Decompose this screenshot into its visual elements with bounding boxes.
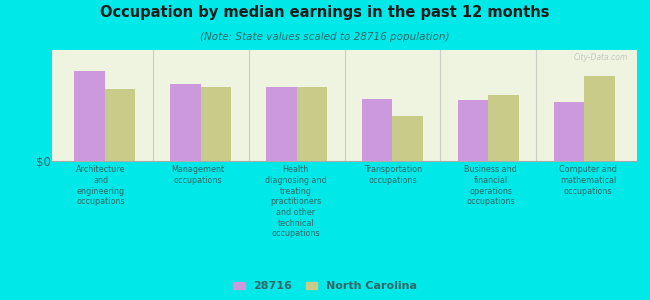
Bar: [458, 100, 488, 160]
Bar: [74, 70, 105, 160]
Bar: [105, 88, 135, 160]
Bar: [201, 86, 231, 160]
Text: Occupation by median earnings in the past 12 months: Occupation by median earnings in the pas…: [100, 4, 550, 20]
Text: Architecture
and
engineering
occupations: Architecture and engineering occupations: [76, 165, 125, 206]
Bar: [170, 84, 201, 160]
Bar: [266, 86, 296, 160]
Bar: [296, 86, 327, 160]
Text: Health
diagnosing and
treating
practitioners
and other
technical
occupations: Health diagnosing and treating practitio…: [265, 165, 326, 238]
Bar: [393, 116, 423, 160]
Bar: [554, 102, 584, 160]
Text: Business and
financial
operations
occupations: Business and financial operations occupa…: [464, 165, 517, 206]
Bar: [488, 95, 519, 160]
Text: Transportation
occupations: Transportation occupations: [364, 165, 423, 185]
Text: Management
occupations: Management occupations: [172, 165, 225, 185]
Legend: 28716, North Carolina: 28716, North Carolina: [233, 281, 417, 291]
Text: (Note: State values scaled to 28716 population): (Note: State values scaled to 28716 popu…: [200, 32, 450, 41]
Text: Computer and
mathematical
occupations: Computer and mathematical occupations: [559, 165, 618, 196]
Text: City-Data.com: City-Data.com: [574, 53, 628, 62]
Bar: [584, 76, 615, 160]
Bar: [362, 99, 393, 160]
